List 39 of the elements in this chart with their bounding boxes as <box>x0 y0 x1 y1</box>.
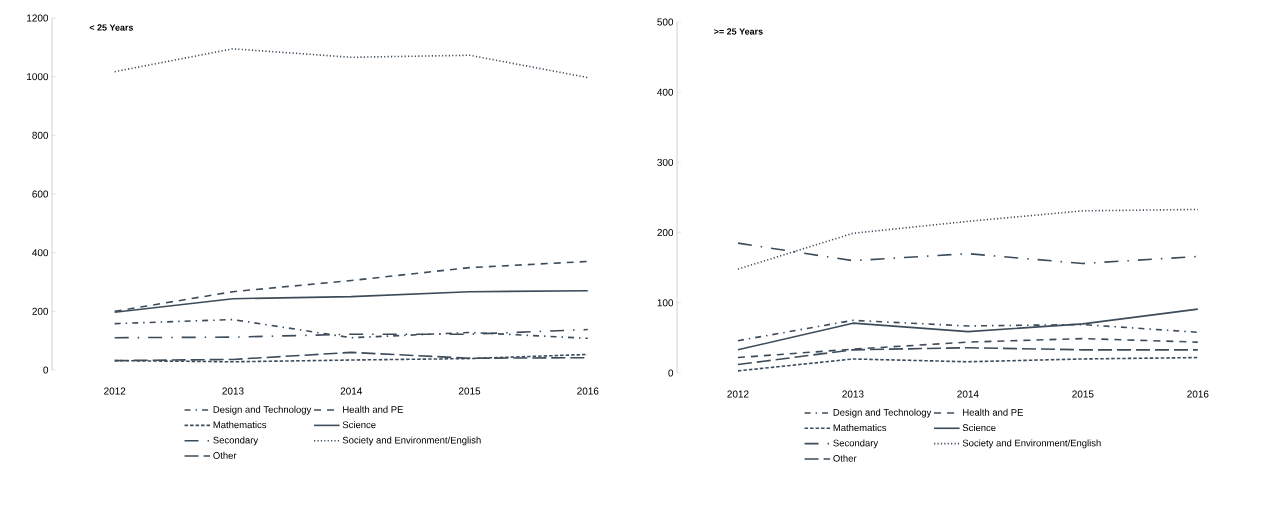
x-tick-label: 2014 <box>340 387 363 395</box>
text: < 25 Years <box>89 24 134 31</box>
y-tick-label: 400 <box>32 249 49 257</box>
legend-label: Science <box>342 421 376 429</box>
y-tick-label: 600 <box>32 190 49 198</box>
y-tick-label: 500 <box>657 18 674 26</box>
legend-label: Society and Environment/English <box>342 436 481 446</box>
legend-label: Health and PE <box>963 408 1023 416</box>
legend-label: Other <box>833 454 857 462</box>
y-tick-label: 0 <box>43 366 49 374</box>
y-tick-label: 400 <box>657 88 674 96</box>
legend-label: Secondary <box>833 439 879 449</box>
y-tick-label: 800 <box>32 131 49 139</box>
x-tick-label: 2013 <box>842 390 864 398</box>
legend-label: Science <box>962 424 996 432</box>
text: >= 25 Years <box>714 28 763 35</box>
legend-label: Mathematics <box>833 424 887 432</box>
x-tick-label: 2015 <box>1072 390 1094 398</box>
x-tick-label: 2012 <box>104 387 126 395</box>
legend-label: Design and Technology <box>833 408 932 418</box>
legend-label: Secondary <box>213 436 259 446</box>
y-tick-label: 0 <box>668 369 674 377</box>
y-tick-label: 200 <box>32 307 49 315</box>
x-tick-label: 2012 <box>727 390 749 398</box>
legend-label: Design and Technology <box>213 405 312 415</box>
legend-label: Health and PE <box>343 405 403 413</box>
x-tick-label: 2013 <box>222 387 244 395</box>
x-tick-label: 2014 <box>957 390 979 398</box>
y-tick-label: 100 <box>657 299 674 307</box>
legend-label: Society and Environment/English <box>962 439 1101 449</box>
legend-label: Mathematics <box>213 421 267 429</box>
x-tick-label: 2015 <box>458 387 481 395</box>
y-tick-label: 1000 <box>27 73 49 81</box>
x-tick-label: 2016 <box>1187 390 1209 398</box>
y-tick-label: 1200 <box>27 14 49 22</box>
y-tick-label: 300 <box>657 158 674 166</box>
x-tick-label: 2016 <box>577 387 599 395</box>
y-tick-label: 200 <box>657 229 674 237</box>
legend-label: Other <box>213 451 237 459</box>
